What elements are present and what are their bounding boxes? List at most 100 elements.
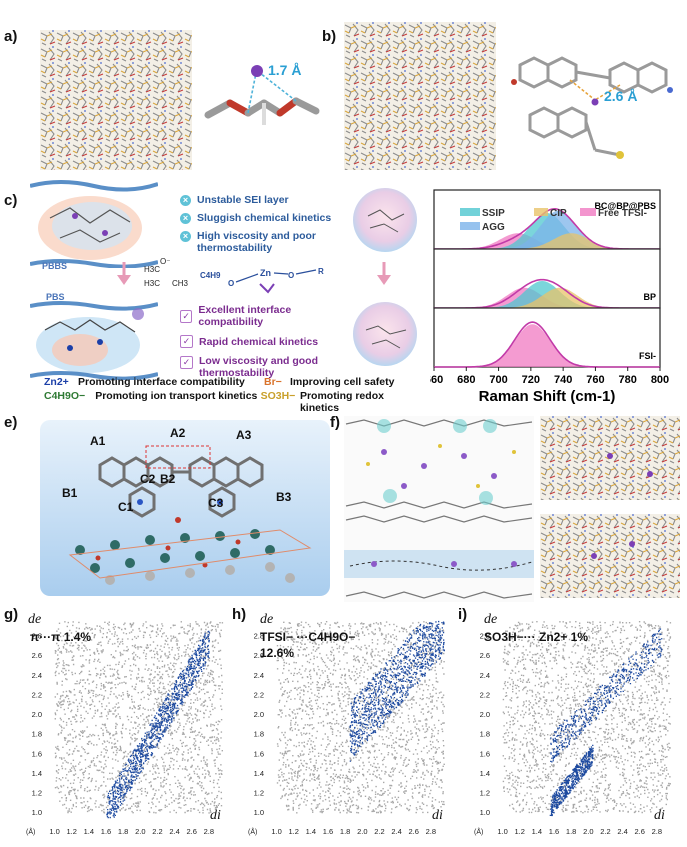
raman-x-tick-label: 660 (430, 374, 443, 386)
contact-title: SO3H−··· Zn2+ 1% (484, 630, 589, 644)
raman-peak-cip (434, 233, 660, 249)
x-circle-icon: × (180, 212, 191, 224)
fingerprint-x-tick: 1.8 (566, 827, 576, 836)
de-axis-label: de (260, 612, 274, 627)
fingerprint-y-tick: 2.2 (254, 690, 264, 699)
panel-c-right-sphere-bottom (353, 302, 417, 366)
panel-f-label: f) (330, 414, 340, 431)
fingerprint-y-tick: 1.6 (254, 749, 264, 758)
fingerprint-unit-label: (Å) (474, 827, 483, 836)
site-label-b2: B2 (160, 472, 176, 486)
benefit-list: ✓ Excellent interface compatibility ✓ Ra… (180, 304, 350, 379)
panel-f-top-right-model (540, 416, 680, 500)
ion-name: SO3H− (260, 390, 296, 402)
svg-text:H3C: H3C (144, 279, 160, 288)
fingerprint-x-tick: 1.8 (340, 827, 350, 836)
fingerprint-y-tick: 2.6 (480, 651, 490, 660)
benefit-item: ✓ Rapid chemical kinetics (180, 335, 350, 348)
fingerprint-x-tick: 1.6 (549, 827, 559, 836)
panel-a-molecule (204, 65, 320, 125)
fingerprint-x-tick: 2.4 (391, 827, 401, 836)
fingerprint-g: 2.8 2.6 2.4 2.2 2.0 1.8 1.6 1.4 1.2 1.0 1.0 1.2 1.4 1… (22, 610, 232, 842)
fingerprint-x-tick: 2.0 (357, 827, 367, 836)
panel-c-label: c) (4, 192, 18, 209)
fingerprint-i: 2.8 2.6 2.4 2.2 2.0 1.8 1.6 1.4 1.2 1.0 1.0 1.2 1.4 1… (470, 610, 680, 842)
fingerprint-y-tick: 2.8 (254, 632, 264, 641)
fingerprint-y-tick: 2.0 (254, 710, 264, 719)
fingerprint-x-tick: 2.0 (135, 827, 145, 836)
fingerprint-x-tick: 2.8 (204, 827, 214, 836)
panel-a-md-box (40, 30, 192, 170)
svg-text:O: O (228, 279, 234, 288)
problem-item: × Sluggish chemical kinetics (180, 212, 350, 224)
fingerprint-x-tick: 2.0 (583, 827, 593, 836)
svg-text:H3C: H3C (144, 265, 160, 274)
fingerprint-y-tick: 2.2 (480, 690, 490, 699)
fingerprint-y-tick: 1.8 (32, 730, 42, 739)
raman-legend-swatch (460, 222, 480, 230)
raman-chart: BC@BP@PBS BP FSI- SSIP CIP Free TFSI- AGG 660 68… (430, 189, 669, 405)
raman-peak-cip (434, 287, 660, 308)
check-icon: ✓ (180, 335, 193, 348)
svg-text:C4H9: C4H9 (200, 271, 221, 280)
problem-list: × Unstable SEI layer × Sluggish chemical… (180, 194, 350, 254)
raman-peak-freetfsi (434, 233, 660, 249)
fingerprint-x-tick: 2.4 (617, 827, 627, 836)
fingerprint-y-tick: 2.2 (32, 690, 42, 699)
fingerprint-x-tick: 1.4 (84, 827, 94, 836)
panel-b-label: b) (322, 28, 337, 45)
pbbs-label: PBBS (42, 261, 68, 271)
fingerprint-y-tick: 1.4 (254, 769, 264, 778)
fingerprint-x-tick: 1.0 (497, 827, 507, 836)
panel-f-layered-structure (344, 416, 534, 602)
fingerprint-y-tick: 2.6 (32, 651, 42, 660)
fingerprint-y-tick: 2.0 (32, 710, 42, 719)
benefit-item: ✓ Excellent interface compatibility (180, 304, 350, 328)
x-circle-icon: × (180, 194, 191, 206)
benefit-item: ✓ Low viscosity and good thermostability (180, 355, 350, 379)
ion-name: Br− (264, 376, 282, 388)
fingerprint-h: 2.8 2.6 2.4 2.2 2.0 1.8 1.6 1.4 1.2 1.0 1.0 1.2 1.4 1… (244, 610, 454, 842)
fingerprint-y-tick: 2.4 (32, 671, 42, 680)
fingerprint-y-tick: 1.6 (32, 749, 42, 758)
fingerprint-y-tick: 1.0 (32, 808, 42, 817)
site-label-a3: A3 (236, 428, 252, 442)
de-axis-label: de (484, 612, 498, 627)
fingerprint-y-tick: 2.0 (480, 710, 490, 719)
raman-legend-label: SSIP (482, 208, 505, 219)
svg-text:R: R (318, 267, 324, 276)
fingerprint-x-tick: 1.6 (101, 827, 111, 836)
fingerprint-x-tick: 2.6 (186, 827, 196, 836)
di-axis-label: di (654, 808, 665, 823)
raman-legend-swatch (534, 208, 548, 216)
fingerprint-x-tick: 1.8 (118, 827, 128, 836)
raman-sample-label: FSI- (639, 351, 656, 361)
panel-g-label: g) (4, 606, 19, 623)
fingerprint-y-tick: 1.8 (254, 730, 264, 739)
ion-legend-row: Zn2+ Promoting interface compatibility B… (44, 376, 424, 388)
ion-effect: Promoting redox kinetics (299, 390, 384, 414)
fingerprint-y-tick: 1.2 (254, 789, 264, 798)
fingerprint-x-tick: 1.2 (66, 827, 76, 836)
fingerprint-x-tick: 1.0 (49, 827, 59, 836)
fingerprint-x-tick: 1.4 (306, 827, 316, 836)
fingerprint-x-tick: 2.8 (426, 827, 436, 836)
fingerprint-y-tick: 1.0 (480, 808, 490, 817)
fingerprint-x-tick: 1.0 (271, 827, 281, 836)
site-label-c3: C3 (208, 496, 224, 510)
raman-x-tick-label: 700 (489, 374, 507, 386)
fingerprint-x-tick: 1.6 (323, 827, 333, 836)
raman-sample-label: BP (643, 292, 656, 302)
pbs-label: PBS (46, 292, 65, 302)
raman-x-tick-label: 760 (586, 374, 604, 386)
ion-effect: Improving cell safety (290, 376, 395, 388)
svg-text:Zn: Zn (260, 268, 271, 278)
fingerprint-y-tick: 1.4 (480, 769, 490, 778)
raman-x-tick-label: 740 (554, 374, 572, 386)
fingerprint-y-tick: 2.6 (254, 651, 264, 660)
check-icon: ✓ (180, 356, 193, 369)
fingerprint-y-tick: 2.8 (32, 632, 42, 641)
raman-envelope (434, 321, 660, 368)
panel-b-molecule (511, 56, 673, 159)
raman-x-tick-label: 720 (522, 374, 540, 386)
